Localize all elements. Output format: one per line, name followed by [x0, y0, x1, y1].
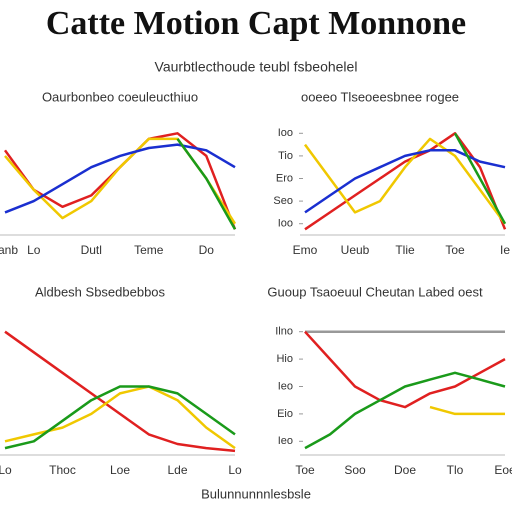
series-line — [4, 330, 236, 453]
chart-title: Oaurbonbeo coeuleucthiuo — [42, 89, 198, 104]
x-tick-label: Emo — [293, 243, 318, 257]
chart-title: Guoup Tsaoeuul Cheutan Labed oest — [267, 284, 483, 299]
x-tick-label: Lo — [0, 463, 12, 477]
x-tick-label: Loe — [110, 463, 130, 477]
x-tick-label: Lo — [27, 243, 41, 257]
series-line — [303, 137, 507, 225]
y-tick-label: Seo — [273, 195, 293, 207]
chart-title: ooeeo Tlseoeesbnee rogee — [301, 89, 459, 104]
x-tick-label: Tanb — [0, 243, 18, 257]
x-tick-label: Teme — [134, 243, 164, 257]
subtitle: Vaurbtlecthoude teubl fsbeohelel — [155, 59, 358, 75]
series-line — [4, 385, 236, 450]
y-tick-label: Ioo — [278, 127, 293, 139]
y-tick-label: Tio — [278, 150, 293, 162]
x-tick-label: Ie — [500, 243, 510, 257]
series-line — [453, 132, 507, 225]
y-tick-label: Ioo — [278, 218, 293, 230]
y-tick-label: Ieo — [278, 380, 293, 392]
y-tick-label: Hio — [276, 353, 293, 365]
x-tick-label: Dutl — [81, 243, 102, 257]
series-line — [4, 385, 236, 450]
chart-title: Aldbesh Sbsedbebbos — [35, 284, 166, 299]
y-tick-label: Ieo — [278, 435, 293, 447]
x-tick-label: Ueub — [341, 243, 370, 257]
x-tick-label: Lo — [228, 463, 242, 477]
series-line — [176, 138, 237, 230]
series-line — [304, 371, 506, 450]
page-title: Catte Motion Capt Monnone — [46, 5, 466, 42]
x-tick-label: Doe — [394, 463, 416, 477]
x-tick-label: Tlo — [447, 463, 464, 477]
x-tick-label: Toe — [295, 463, 315, 477]
x-tick-label: Toe — [445, 243, 465, 257]
x-tick-label: Thoc — [49, 463, 76, 477]
series-line — [3, 132, 237, 230]
series-line — [429, 405, 505, 416]
series-line — [304, 149, 506, 214]
x-tick-label: Do — [199, 243, 215, 257]
series-line — [4, 143, 236, 214]
x-tick-label: Lde — [167, 463, 187, 477]
x-tick-label: Eoe — [494, 463, 512, 477]
y-tick-label: Ilno — [275, 326, 293, 338]
y-tick-label: Eio — [277, 408, 293, 420]
y-tick-label: Ero — [276, 172, 293, 184]
footer: Bulunnunnnlesbsle — [201, 486, 311, 501]
x-tick-label: Tlie — [395, 243, 415, 257]
series-line — [304, 132, 507, 231]
x-tick-label: Soo — [344, 463, 366, 477]
series-line — [304, 330, 506, 409]
